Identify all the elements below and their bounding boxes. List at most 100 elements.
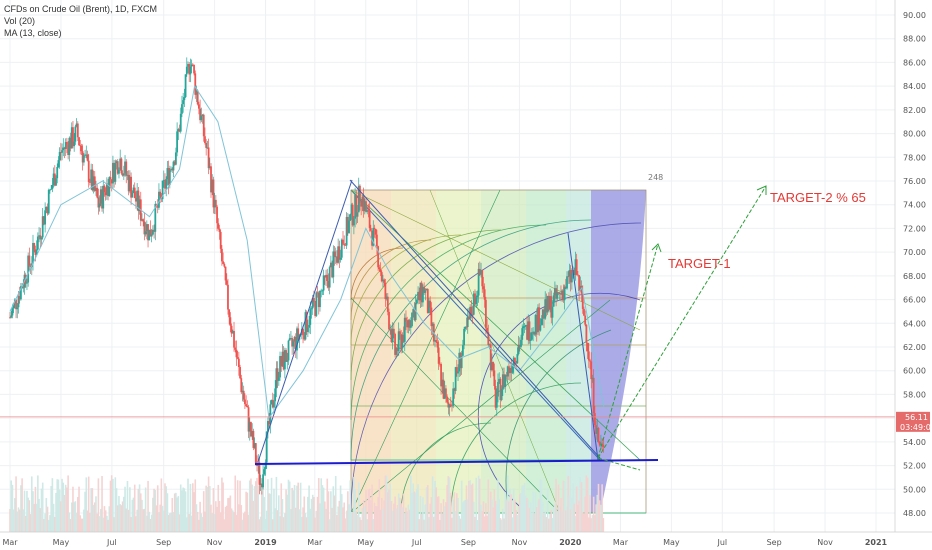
volume-bar [506,475,509,532]
volume-bar [196,511,199,532]
volume-bar [292,490,295,532]
volume-bar [28,500,31,532]
candle-body [385,296,388,300]
candle-body [18,296,21,300]
candle-body [254,443,257,464]
volume-bar [211,512,214,532]
volume-bar [263,497,266,532]
volume-bar [49,515,51,532]
volume-bar [52,503,55,532]
volume-bar [137,488,140,532]
volume-bar [229,495,232,532]
candle-body [52,173,55,186]
candle-body [396,347,399,352]
price-axis[interactable]: 48.0050.0052.0054.0056.0058.0060.0062.00… [894,0,932,532]
volume-bar [410,475,412,532]
volume-bar [443,506,446,532]
volume-bar [61,478,63,532]
volume-bar [343,502,346,532]
volume-bar [284,513,286,532]
volume-bar [253,486,256,532]
candle-body [115,161,118,164]
volume-bar [160,478,163,532]
candle-body [320,290,323,292]
volume-bar [228,497,230,532]
candle-body [40,237,43,240]
volume-bar [198,519,200,532]
candle-body [281,351,284,367]
candle-body [178,129,181,132]
time-axis[interactable]: Mar May Jul Sep Nov 2019 Mar May Jul Sep Nov 2020 Ma… [0,531,932,550]
volume-bar [315,510,318,532]
volume-bar [569,509,572,532]
candle-body [424,290,427,293]
candle-body [586,342,589,352]
candle-body [75,123,78,127]
candle-body [453,388,456,391]
candle-body [465,326,468,328]
volume-bar [60,501,62,532]
volume-bar [190,515,193,532]
candle-body [82,155,85,163]
volume-bar [452,499,454,532]
volume-bar [119,504,121,532]
volume-bar [497,478,499,532]
candle-body [426,289,429,314]
volume-bar [446,485,448,532]
volume-bar [405,507,407,532]
candle-body [319,290,321,308]
volume-bar [456,493,458,532]
volume-bar [55,492,57,532]
fib-timezone-box[interactable] [350,189,647,531]
ma-indicator-label[interactable]: MA (13, close) [4,28,62,38]
candle-body [219,231,222,249]
volume-indicator-label[interactable]: Vol (20) [4,16,36,26]
volume-bar [395,508,398,532]
volume-bar [540,480,543,532]
volume-bar [344,518,347,532]
volume-bar [602,517,605,532]
target-arrows[interactable] [597,185,767,471]
volume-bar [121,501,124,532]
volume-bar [552,506,555,532]
candle-body [585,324,588,343]
candle-body [334,256,337,258]
candle-body [460,355,463,369]
candle-body [331,262,333,278]
candle-body [127,174,130,192]
trend-lines[interactable] [254,179,659,465]
volume-bar [319,503,321,532]
candle-body [445,388,447,397]
candle-body [214,199,217,207]
volume-bar [267,479,269,532]
volume-bar [535,507,538,532]
symbol-title[interactable]: CFDs on Crude Oil (Brent), 1D, FXCM [4,4,158,14]
candle-body [316,292,319,294]
candle-body [166,168,169,180]
volume-bar [271,519,274,532]
x-tick-label: Mar [307,538,323,547]
volume-bar [311,494,314,532]
volume-bar [447,476,450,532]
candle-body [592,377,595,414]
candle-body [583,308,585,316]
volume-bar [108,506,111,532]
candle-body [168,169,171,185]
candle-body [405,317,407,322]
candle-body [551,306,554,318]
volume-bar [62,482,65,532]
candle-body [515,362,518,364]
y-tick-label: 90.00 [903,11,926,20]
candle-body [442,379,445,399]
volume-bar [129,487,131,532]
volume-bar [307,496,309,532]
volume-bar [183,488,186,532]
candle-body [448,404,451,408]
candle-body [409,326,412,328]
volume-bar [400,503,402,532]
candle-body [487,332,490,345]
volume-bar [288,481,291,532]
candle-body [537,307,539,333]
volume-bar [509,488,511,532]
